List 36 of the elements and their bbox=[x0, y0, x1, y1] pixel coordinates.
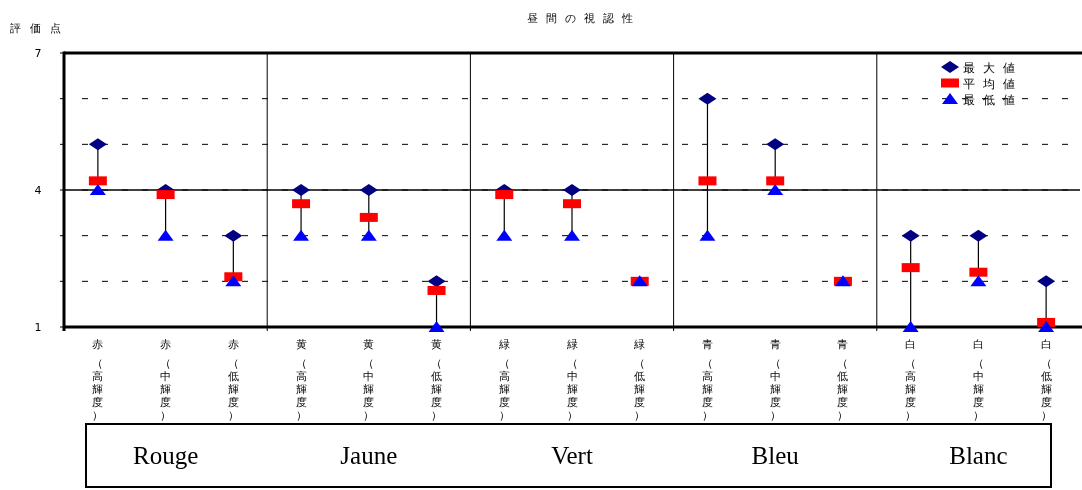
point bbox=[225, 275, 242, 287]
text: Jaune bbox=[340, 442, 398, 469]
x-tick-label: 青（中輝度） bbox=[769, 338, 781, 422]
x-tick-label: 青（高輝度） bbox=[701, 338, 713, 422]
x-tick-label: 緑（高輝度） bbox=[497, 338, 510, 422]
x-tick-label: 赤（低輝度） bbox=[227, 338, 239, 422]
text: Vert bbox=[551, 442, 593, 469]
legend-label: 最低値 bbox=[963, 93, 1023, 107]
point bbox=[157, 229, 174, 241]
x-tick-label: 黄（高輝度） bbox=[295, 338, 307, 422]
legend-label: 最大値 bbox=[963, 61, 1023, 75]
x-tick-label: 白（高輝度） bbox=[905, 338, 917, 422]
chart-title: 昼間の視認性 bbox=[527, 12, 641, 25]
x-tick-label: 青（低輝度） bbox=[837, 338, 849, 422]
x-tick-label: 黄（中輝度） bbox=[363, 338, 375, 422]
x-tick-label: 白（低輝度） bbox=[1040, 338, 1052, 422]
y-axis-title: 評価点 bbox=[10, 22, 70, 35]
point bbox=[360, 229, 377, 241]
point bbox=[564, 229, 580, 241]
x-tick-label: 黄（低輝度） bbox=[431, 338, 443, 422]
point bbox=[970, 275, 987, 287]
x-tick-label: 白（中輝度） bbox=[972, 338, 984, 422]
point bbox=[699, 229, 716, 241]
text: Bleu bbox=[751, 442, 800, 469]
x-tick-label: 赤（中輝度） bbox=[160, 338, 172, 422]
legend-label: 平均値 bbox=[963, 77, 1023, 91]
x-tick-label: 緑（中輝度） bbox=[565, 338, 578, 422]
y-tick-label: 7 bbox=[34, 47, 42, 60]
y-tick-label: 4 bbox=[34, 184, 42, 197]
y-tick-label: 1 bbox=[34, 321, 42, 334]
x-tick-label: 赤（高輝度） bbox=[92, 338, 104, 422]
text: Rouge bbox=[132, 442, 199, 469]
point bbox=[293, 229, 310, 241]
point bbox=[496, 229, 513, 241]
x-tick-label: 緑（低輝度） bbox=[633, 338, 646, 422]
text: Blanc bbox=[949, 442, 1008, 469]
